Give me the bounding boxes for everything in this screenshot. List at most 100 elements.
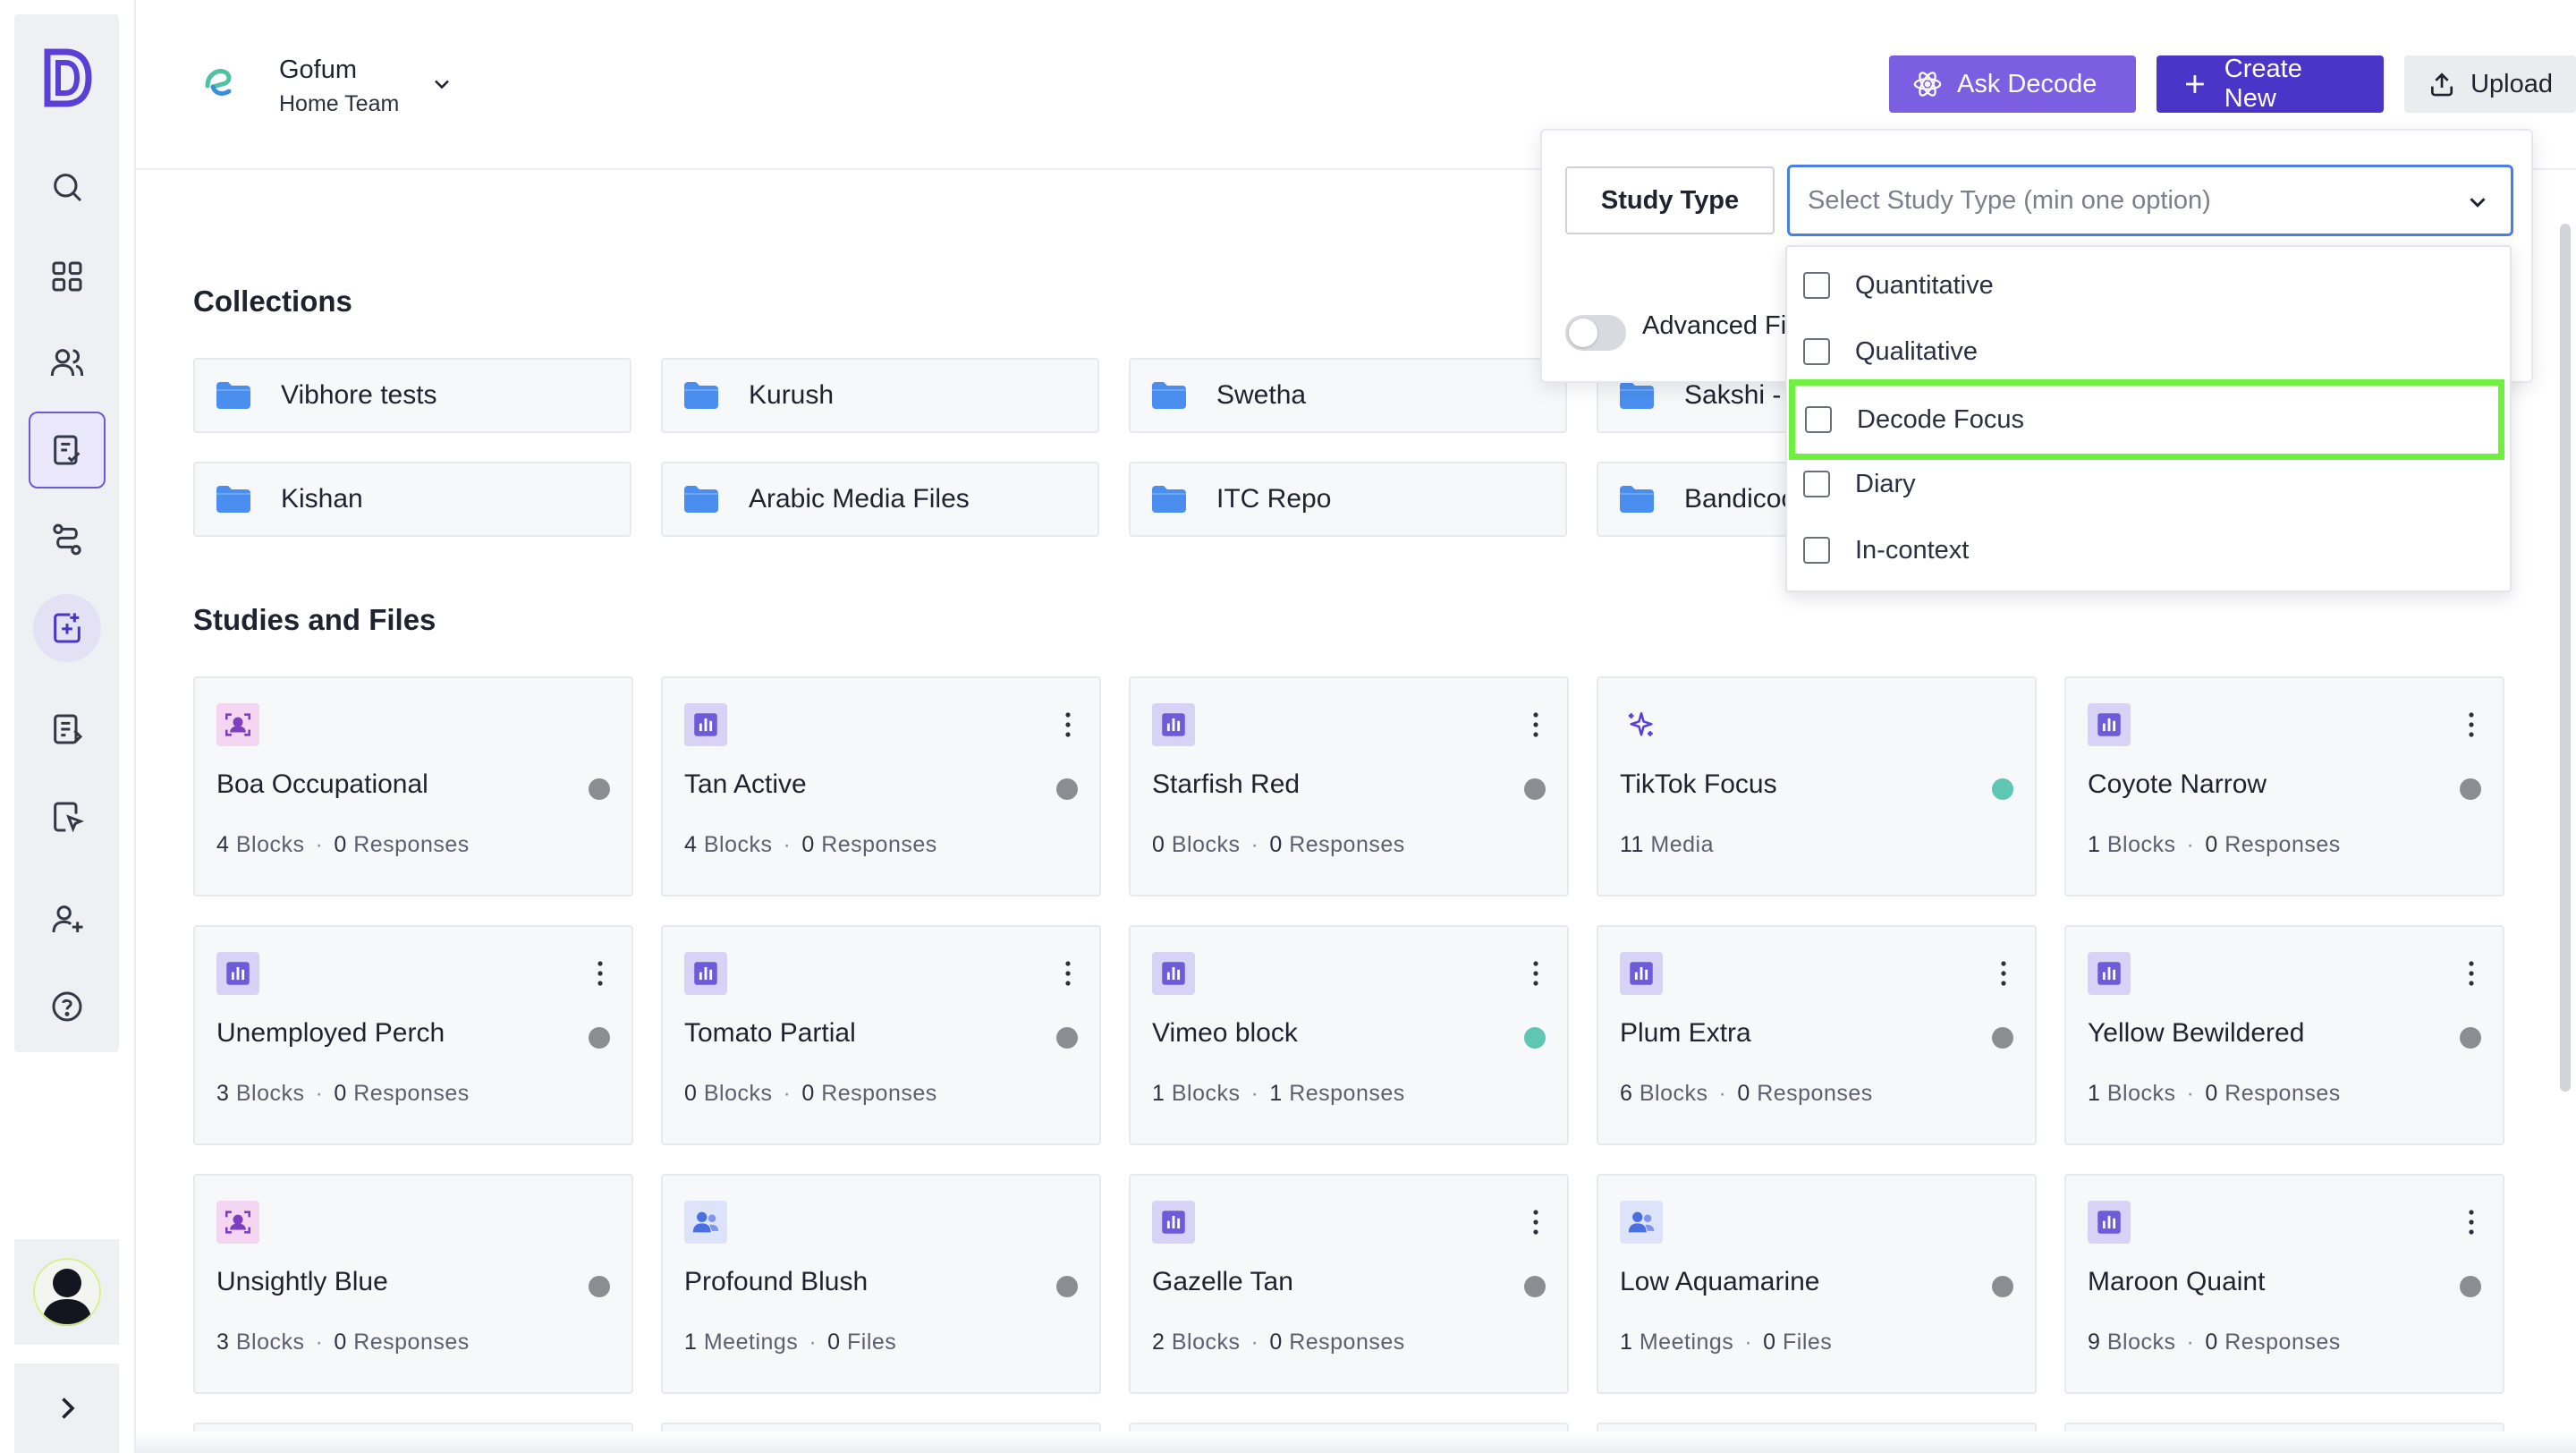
study-meta: 6 Blocks · 0 Responses: [1620, 1081, 1873, 1107]
meeting-icon: [692, 1211, 719, 1233]
rail-studies[interactable]: [29, 412, 106, 489]
rail-reports[interactable]: [29, 691, 106, 768]
study-title: Vimeo block: [1152, 1018, 1298, 1048]
top-header: Gofum Home Team Ask Decode Create New Up…: [136, 0, 2576, 170]
rail-search[interactable]: [29, 149, 106, 225]
grid-icon: [52, 261, 82, 292]
study-card[interactable]: Gazelle Tan 2 Blocks · 0 Responses: [1129, 1174, 1569, 1394]
meta-count-1: 1: [684, 1330, 698, 1355]
team-logo-icon[interactable]: [200, 63, 240, 102]
rail-journeys[interactable]: [29, 501, 106, 578]
study-card[interactable]: Maroon Quaint 9 Blocks · 0 Responses: [2064, 1174, 2504, 1394]
status-dot: [589, 778, 610, 800]
more-vertical-icon[interactable]: [596, 959, 605, 988]
collection-item[interactable]: Swetha: [1129, 358, 1567, 433]
study-card[interactable]: Starfish Red 0 Blocks · 0 Responses: [1129, 676, 1569, 896]
more-vertical-icon[interactable]: [1063, 710, 1072, 739]
meta-count-2: 0: [1737, 1081, 1750, 1106]
study-type-option[interactable]: Quantitative: [1787, 252, 2510, 319]
collection-item[interactable]: Arabic Media Files: [661, 462, 1099, 537]
rail-users[interactable]: [29, 324, 106, 401]
study-type-option[interactable]: In-context: [1787, 517, 2510, 583]
study-card[interactable]: Plum Extra 6 Blocks · 0 Responses: [1597, 925, 2037, 1145]
study-card[interactable]: Unsightly Blue 3 Blocks · 0 Responses: [193, 1174, 633, 1394]
option-checkbox[interactable]: [1805, 406, 1832, 433]
study-meta: 1 Meetings · 0 Files: [684, 1330, 896, 1355]
advanced-filters-label: Advanced Filters: [1642, 311, 1785, 340]
page-scrollbar[interactable]: [2560, 224, 2571, 1092]
study-type-option[interactable]: Diary: [1787, 451, 2510, 517]
meta-label-1: Blocks: [2106, 1330, 2176, 1355]
rail-help[interactable]: [29, 968, 106, 1045]
study-type-pill[interactable]: Study Type: [1565, 166, 1775, 234]
meta-count-1: 3: [216, 1330, 230, 1355]
rail-dashboard[interactable]: [29, 238, 106, 315]
expand-rail-button[interactable]: [14, 1364, 119, 1453]
study-type-option[interactable]: Qualitative: [1787, 319, 2510, 385]
plus-icon: [2186, 75, 2204, 93]
status-dot: [1524, 1027, 1546, 1049]
status-dot: [1524, 778, 1546, 800]
rail-create[interactable]: [33, 594, 101, 662]
more-vertical-icon[interactable]: [1531, 710, 1540, 739]
decode-logo-icon[interactable]: [40, 47, 94, 109]
rail-tasks[interactable]: [29, 778, 106, 855]
option-checkbox[interactable]: [1803, 338, 1830, 365]
meta-count-2: 0: [801, 1081, 815, 1106]
meta-label-1: Blocks: [235, 1330, 305, 1355]
study-type-badge: [216, 1201, 259, 1244]
bar-chart-icon: [694, 962, 717, 985]
study-card[interactable]: Vimeo block 1 Blocks · 1 Responses: [1129, 925, 1569, 1145]
study-card[interactable]: Low Aquamarine 1 Meetings · 0 Files: [1597, 1174, 2037, 1394]
atom-icon: [1913, 72, 1942, 97]
collection-item[interactable]: Kurush: [661, 358, 1099, 433]
study-card[interactable]: TikTok Focus 11 Media: [1597, 676, 2037, 896]
create-new-button[interactable]: Create New: [2157, 55, 2384, 113]
more-vertical-icon[interactable]: [2467, 1208, 2476, 1236]
rail-invite[interactable]: [29, 880, 106, 957]
study-type-badge: [2088, 952, 2131, 995]
user-avatar-tile[interactable]: [14, 1239, 119, 1345]
study-card[interactable]: Yellow Bewildered 1 Blocks · 0 Responses: [2064, 925, 2504, 1145]
study-card[interactable]: Tan Active 4 Blocks · 0 Responses: [661, 676, 1101, 896]
meta-label-2: Files: [1783, 1330, 1833, 1355]
study-card[interactable]: Coyote Narrow 1 Blocks · 0 Responses: [2064, 676, 2504, 896]
option-checkbox[interactable]: [1803, 272, 1830, 299]
option-checkbox[interactable]: [1803, 471, 1830, 497]
meta-count-1: 0: [684, 1081, 698, 1106]
upload-button[interactable]: Upload: [2404, 55, 2576, 113]
route-icon: [53, 523, 81, 556]
study-title: Low Aquamarine: [1620, 1267, 1820, 1296]
meta-label-2: Responses: [1289, 1081, 1405, 1106]
meta-label-2: Responses: [353, 1081, 470, 1106]
ask-decode-button[interactable]: Ask Decode: [1889, 55, 2136, 113]
meta-separator: ·: [315, 832, 324, 857]
study-type-select[interactable]: Select Study Type (min one option): [1787, 165, 2513, 236]
study-title: Yellow Bewildered: [2088, 1018, 2305, 1048]
study-card[interactable]: Unemployed Perch 3 Blocks · 0 Responses: [193, 925, 633, 1145]
team-name[interactable]: Gofum: [279, 55, 358, 84]
meta-separator: ·: [315, 1081, 324, 1106]
collection-item[interactable]: ITC Repo: [1129, 462, 1567, 537]
meta-count-2: 0: [1763, 1330, 1776, 1355]
status-dot: [1056, 1276, 1078, 1297]
meta-separator: ·: [809, 1330, 818, 1355]
study-meta: 0 Blocks · 0 Responses: [684, 1081, 937, 1107]
meta-count-2: 1: [1269, 1081, 1283, 1106]
chevron-down-icon[interactable]: [429, 72, 454, 97]
more-vertical-icon[interactable]: [1531, 1208, 1540, 1236]
more-vertical-icon[interactable]: [1063, 959, 1072, 988]
study-card[interactable]: Tomato Partial 0 Blocks · 0 Responses: [661, 925, 1101, 1145]
advanced-filters-toggle[interactable]: [1565, 315, 1626, 351]
meta-label-1: Blocks: [703, 832, 773, 857]
study-card[interactable]: Profound Blush 1 Meetings · 0 Files: [661, 1174, 1101, 1394]
more-vertical-icon[interactable]: [1531, 959, 1540, 988]
study-card[interactable]: Boa Occupational 4 Blocks · 0 Responses: [193, 676, 633, 896]
study-type-option[interactable]: Decode Focus: [1789, 379, 2504, 460]
more-vertical-icon[interactable]: [2467, 710, 2476, 739]
more-vertical-icon[interactable]: [1999, 959, 2008, 988]
option-checkbox[interactable]: [1803, 537, 1830, 564]
more-vertical-icon[interactable]: [2467, 959, 2476, 988]
collection-item[interactable]: Kishan: [193, 462, 631, 537]
collection-item[interactable]: Vibhore tests: [193, 358, 631, 433]
